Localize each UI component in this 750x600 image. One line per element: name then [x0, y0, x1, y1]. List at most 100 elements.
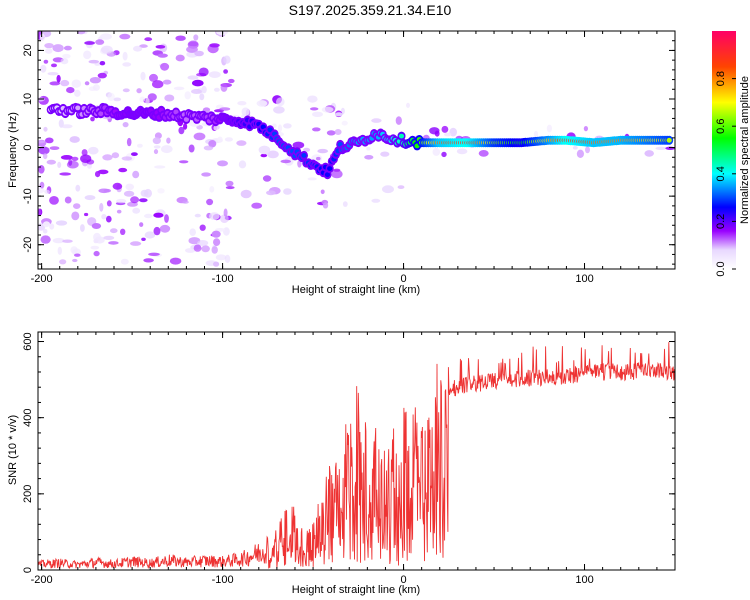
noise-speckle — [74, 89, 81, 97]
noise-speckle — [87, 163, 92, 169]
noise-speckle — [220, 83, 228, 92]
noise-speckle — [182, 200, 189, 204]
noise-speckle — [193, 34, 199, 41]
noise-speckle — [60, 155, 73, 160]
noise-speckle — [60, 58, 69, 65]
noise-speckle — [140, 71, 146, 81]
noise-speckle — [157, 188, 165, 194]
noise-speckle — [371, 118, 382, 123]
noise-speckle — [122, 122, 129, 128]
figure-title: S197.2025.359.21.34.E10 — [289, 2, 452, 18]
spectrogram-ytick-label: -20 — [22, 237, 34, 253]
noise-speckle — [395, 116, 402, 125]
noise-speckle — [429, 127, 440, 135]
noise-speckle — [58, 119, 64, 128]
noise-speckle — [188, 144, 195, 153]
noise-speckle — [119, 33, 131, 40]
noise-speckle — [159, 224, 171, 233]
noise-speckle — [179, 160, 189, 164]
noise-speckle — [241, 107, 250, 116]
noise-speckle — [144, 37, 153, 42]
noise-speckle — [95, 39, 105, 45]
noise-speckle — [160, 62, 170, 71]
noise-speckle — [64, 196, 72, 204]
noise-speckle — [89, 77, 101, 84]
spectrogram-ylabel: Frequency (Hz) — [7, 112, 19, 188]
noise-speckle — [71, 156, 79, 161]
noise-speckle — [94, 62, 101, 66]
noise-speckle — [139, 96, 146, 103]
noise-speckle — [273, 106, 285, 114]
noise-speckle — [108, 241, 119, 245]
snr-ytick-label: 400 — [22, 409, 34, 427]
noise-speckle — [38, 165, 45, 174]
noise-speckle — [80, 154, 92, 163]
noise-speckle — [209, 186, 215, 193]
noise-speckle — [213, 261, 220, 267]
noise-speckle — [90, 245, 100, 250]
noise-speckle — [277, 124, 283, 133]
noise-speckle — [113, 97, 122, 102]
noise-speckle — [333, 168, 341, 172]
noise-speckle — [312, 127, 321, 132]
spectrogram-frame — [37, 30, 676, 270]
noise-speckle — [42, 228, 48, 234]
snr-ytick-label: 200 — [22, 485, 34, 503]
noise-speckle — [225, 186, 235, 190]
noise-speckle — [120, 258, 129, 265]
noise-speckle — [88, 59, 100, 64]
noise-speckle — [97, 169, 109, 175]
noise-speckle — [88, 146, 99, 155]
snr-ytick-label: 0 — [22, 567, 34, 573]
noise-speckle — [166, 137, 171, 144]
noise-speckle — [118, 167, 128, 173]
noise-speckle — [201, 85, 207, 94]
noise-speckle — [91, 223, 102, 229]
noise-speckle — [444, 132, 452, 137]
noise-speckle — [297, 160, 302, 168]
noise-speckle — [572, 146, 578, 150]
noise-speckle — [223, 227, 230, 236]
noise-speckle — [237, 101, 247, 106]
ridge-core — [260, 124, 266, 130]
noise-speckle — [145, 98, 150, 105]
noise-speckle — [238, 160, 247, 169]
ridge-core — [327, 166, 333, 172]
noise-speckle — [366, 146, 371, 151]
noise-speckle — [655, 146, 667, 150]
noise-speckle — [47, 72, 59, 76]
noise-speckle — [106, 215, 112, 223]
noise-speckle — [49, 146, 60, 151]
noise-speckle — [139, 44, 148, 48]
colorbar-tick-label: 0.4 — [715, 166, 727, 181]
noise-speckle — [441, 151, 447, 158]
noise-speckle — [153, 212, 164, 218]
noise-speckle — [240, 189, 252, 199]
noise-speckle — [312, 111, 323, 118]
noise-speckle — [63, 45, 72, 51]
ridge-core — [98, 111, 104, 117]
noise-speckle — [52, 237, 65, 244]
noise-speckle — [116, 198, 127, 204]
noise-speckle — [225, 180, 234, 187]
noise-speckle — [74, 253, 81, 257]
noise-speckle — [334, 129, 342, 135]
colorbar-tick-label: 0.2 — [715, 214, 727, 229]
noise-speckle — [71, 211, 80, 221]
noise-speckle — [42, 221, 51, 228]
spectrogram-plot-area — [38, 31, 675, 269]
noise-speckle — [39, 181, 45, 189]
noise-speckle — [38, 208, 42, 216]
noise-speckle — [183, 123, 188, 130]
noise-speckle — [57, 161, 62, 168]
colorbar-label: Normalized spectral amplitude — [739, 76, 750, 224]
colorbar-gradient — [712, 31, 736, 269]
noise-speckle — [382, 185, 394, 194]
noise-speckle — [40, 64, 47, 73]
noise-speckle — [175, 35, 186, 41]
noise-speckle — [283, 123, 292, 129]
noise-speckle — [236, 140, 247, 146]
noise-speckle — [161, 145, 173, 154]
noise-speckle — [266, 190, 276, 196]
